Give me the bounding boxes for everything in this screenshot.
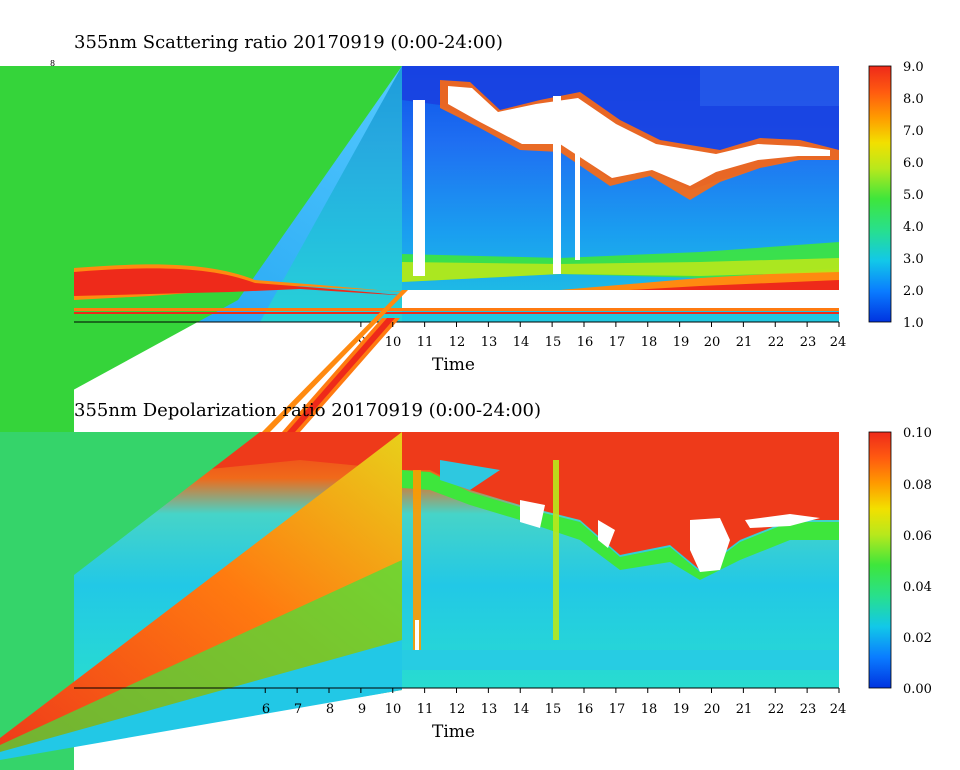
dr-cbar-tick: 0.08	[903, 478, 932, 493]
sr-xtick: 19	[673, 335, 690, 350]
dr-xtick: 16	[577, 702, 594, 717]
dr-xtick: 9	[358, 702, 366, 717]
depolarization-colorbar	[868, 431, 892, 689]
dr-xtick: 11	[417, 702, 434, 717]
x-tick-marks	[360, 322, 840, 327]
dr-cbar-tick: 0.10	[903, 426, 932, 441]
scattering-colorbar-ticks: 9.0 8.0 7.0 6.0 5.0 4.0 3.0 2.0 1.0	[903, 60, 924, 331]
sr-cbar-tick: 4.0	[903, 220, 924, 235]
sr-xtick: 22	[768, 335, 785, 350]
sr-xtick: 15	[545, 335, 562, 350]
sr-cbar-tick: 8.0	[903, 92, 924, 107]
sr-xtick: 17	[609, 335, 626, 350]
scattering-heatmap	[0, 66, 839, 432]
x-tick-marks	[264, 688, 840, 693]
sr-cbar-tick: 3.0	[903, 252, 924, 267]
scattering-xticks: 9 10 11 12 13 14 15 16 17 18 19 20 21 22…	[358, 335, 846, 350]
depolarization-heatmap	[0, 432, 839, 770]
dr-xtick: 18	[641, 702, 658, 717]
sr-xtick: 12	[449, 335, 466, 350]
depolarization-panel: 6 7 8 9 10 11 12 13 14 15 16 17 18 19 20…	[0, 426, 932, 770]
sr-xtick: 13	[481, 335, 498, 350]
depolarization-title: 355nm Depolarization ratio 20170919 (0:0…	[74, 400, 541, 421]
sr-xtick: 23	[800, 335, 817, 350]
dr-xtick: 19	[673, 702, 690, 717]
dr-xtick: 7	[294, 702, 302, 717]
sr-xtick: 21	[736, 335, 753, 350]
dr-xtick: 21	[736, 702, 753, 717]
dr-xtick: 23	[800, 702, 817, 717]
depolarization-xlabel: Time	[432, 722, 475, 742]
depolarization-xticks: 6 7 8 9 10 11 12 13 14 15 16 17 18 19 20…	[262, 702, 846, 717]
scattering-xlabel: Time	[432, 355, 475, 375]
sr-xtick: 16	[577, 335, 594, 350]
dr-cbar-tick: 0.06	[903, 529, 932, 544]
dr-xtick: 15	[545, 702, 562, 717]
sr-cbar-tick: 1.0	[903, 316, 924, 331]
scattering-colorbar	[868, 65, 892, 323]
dr-xtick: 22	[768, 702, 785, 717]
sr-xtick: 14	[513, 335, 530, 350]
dr-xtick: 10	[385, 702, 402, 717]
dr-xtick: 6	[262, 702, 270, 717]
dr-cbar-tick: 0.02	[903, 631, 932, 646]
dr-cbar-tick: 0.00	[903, 682, 932, 697]
sr-xtick: 18	[641, 335, 658, 350]
top-left-mark: 8	[50, 59, 55, 68]
sr-cbar-tick: 9.0	[903, 60, 924, 75]
sr-xtick: 24	[830, 335, 847, 350]
sr-cbar-tick: 7.0	[903, 124, 924, 139]
sr-cbar-tick: 5.0	[903, 188, 924, 203]
sr-xtick: 11	[417, 335, 434, 350]
dr-xtick: 13	[481, 702, 498, 717]
sr-xtick: 10	[385, 335, 402, 350]
sr-cbar-tick: 2.0	[903, 284, 924, 299]
dr-xtick: 24	[830, 702, 847, 717]
overlay-streaks	[262, 290, 408, 432]
scattering-title: 355nm Scattering ratio 20170919 (0:00-24…	[74, 32, 503, 53]
sr-cbar-tick: 6.0	[903, 156, 924, 171]
dr-xtick: 8	[326, 702, 334, 717]
dr-xtick: 12	[449, 702, 466, 717]
dr-xtick: 17	[609, 702, 626, 717]
scattering-panel: 355nm Scattering ratio 20170919 (0:00-24…	[0, 32, 924, 432]
depolarization-colorbar-ticks: 0.10 0.08 0.06 0.04 0.02 0.00	[903, 426, 932, 697]
sr-xtick: 20	[704, 335, 721, 350]
dr-cbar-tick: 0.04	[903, 580, 932, 595]
dr-xtick: 20	[704, 702, 721, 717]
dr-xtick: 14	[513, 702, 530, 717]
